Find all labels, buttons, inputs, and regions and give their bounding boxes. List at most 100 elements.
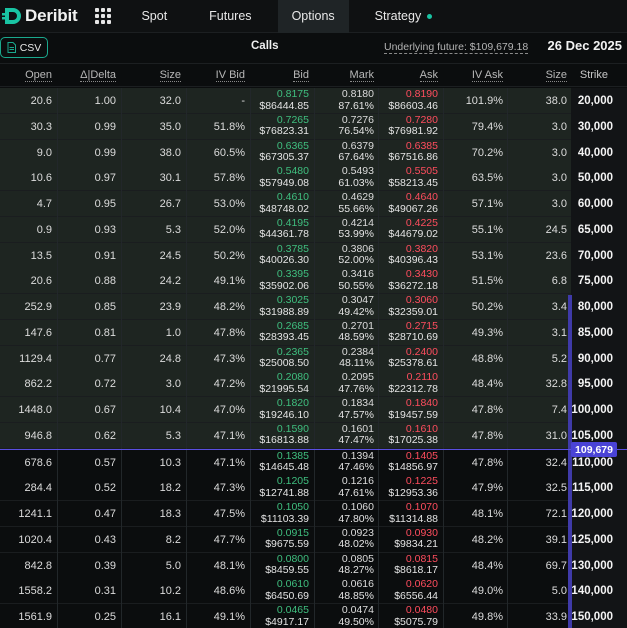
table-row[interactable]: 862.2 0.72 3.0 47.2% 0.2080 $21995.54 0.2095 47… <box>0 371 627 398</box>
bid-cell[interactable]: 0.1820 $19246.10 <box>259 397 309 421</box>
table-row[interactable]: 20.6 1.00 32.0 - 0.8175 $86444.85 0.8180 87.61%… <box>0 88 627 114</box>
bid-size[interactable]: 3.0 <box>165 378 181 391</box>
table-row[interactable]: 20.6 0.88 24.2 49.1% 0.3395 $35902.06 0.3416 50… <box>0 268 627 295</box>
ask-cell[interactable]: 0.8190 $86603.46 <box>388 88 438 112</box>
bid-size[interactable]: 24.2 <box>159 275 181 288</box>
strike-cell[interactable]: 40,000 <box>571 139 627 166</box>
ask-size[interactable]: 32.5 <box>545 482 567 495</box>
bid-cell[interactable]: 0.1050 $11103.39 <box>261 501 309 525</box>
table-row[interactable]: 1448.0 0.67 10.4 47.0% 0.1820 $19246.10 0.1834… <box>0 397 627 423</box>
bid-cell[interactable]: 0.3025 $31988.89 <box>259 294 309 318</box>
bid-cell[interactable]: 0.0915 $9675.59 <box>265 527 309 551</box>
bid-size[interactable]: 16.1 <box>159 611 181 623</box>
ask-size[interactable]: 5.2 <box>551 352 567 365</box>
ask-size[interactable]: 23.6 <box>545 249 567 262</box>
strike-cell[interactable]: 75,000 <box>571 268 627 295</box>
apps-grid-icon[interactable] <box>95 8 112 24</box>
bid-cell[interactable]: 0.1385 $14645.48 <box>259 450 309 474</box>
ask-size[interactable]: 5.0 <box>551 585 567 598</box>
ask-size[interactable]: 38.0 <box>545 95 567 107</box>
table-row[interactable]: 1561.9 0.25 16.1 49.1% 0.0465 $4917.17 0.0474 4… <box>0 604 627 628</box>
ask-cell[interactable]: 0.0815 $8618.17 <box>394 553 438 577</box>
ask-cell[interactable]: 0.6385 $67516.86 <box>388 140 438 164</box>
bid-size[interactable]: 24.5 <box>159 249 181 262</box>
table-row[interactable]: 678.6 0.57 10.3 47.1% 0.1385 $14645.48 0.1394 4… <box>0 449 627 476</box>
col-iv-bid[interactable]: IV Bid <box>215 69 245 82</box>
col-bid[interactable]: Bid <box>293 69 309 82</box>
ask-size[interactable]: 24.5 <box>545 223 567 236</box>
ask-size[interactable]: 3.0 <box>551 172 567 185</box>
strike-cell[interactable]: 30,000 <box>571 113 627 140</box>
deribit-logo[interactable]: Deribit <box>0 0 78 33</box>
table-row[interactable]: 13.5 0.91 24.5 50.2% 0.3785 $40026.30 0.3806 52… <box>0 242 627 269</box>
col-bid-size[interactable]: Size <box>159 69 181 82</box>
ask-cell[interactable]: 0.7280 $76981.92 <box>388 114 438 138</box>
ask-size[interactable]: 3.0 <box>551 146 567 159</box>
table-row[interactable]: 252.9 0.85 23.9 48.2% 0.3025 $31988.89 0.3047 4… <box>0 294 627 320</box>
ask-cell[interactable]: 0.0480 $5075.79 <box>394 604 438 628</box>
ask-cell[interactable]: 0.1840 $19457.59 <box>388 397 438 421</box>
table-row[interactable]: 1020.4 0.43 8.2 47.7% 0.0915 $9675.59 0.0923 48… <box>0 526 627 553</box>
table-row[interactable]: 284.4 0.52 18.2 47.3% 0.1205 $12741.88 0.1216 4… <box>0 475 627 502</box>
bid-cell[interactable]: 0.2365 $25008.50 <box>259 346 309 370</box>
bid-cell[interactable]: 0.7265 $76823.31 <box>259 114 309 138</box>
bid-cell[interactable]: 0.3785 $40026.30 <box>259 243 309 267</box>
ask-cell[interactable]: 0.3820 $40396.43 <box>388 243 438 267</box>
bid-cell[interactable]: 0.6365 $67305.37 <box>259 140 309 164</box>
ask-cell[interactable]: 0.2400 $25378.61 <box>388 346 438 370</box>
col-iv-ask[interactable]: IV Ask <box>471 69 503 82</box>
ask-cell[interactable]: 0.2715 $28710.69 <box>388 320 438 344</box>
csv-export-button[interactable]: CSV <box>0 37 48 58</box>
col-ask-size[interactable]: Size <box>545 69 567 82</box>
table-row[interactable]: 147.6 0.81 1.0 47.8% 0.2685 $28393.45 0.2701 48… <box>0 319 627 346</box>
strike-cell[interactable]: 120,000 <box>571 501 627 527</box>
bid-size[interactable]: 26.7 <box>159 198 181 210</box>
bid-cell[interactable]: 0.4195 $44361.78 <box>259 217 309 241</box>
ask-size[interactable]: 3.1 <box>551 326 567 339</box>
bid-cell[interactable]: 0.0610 $6450.69 <box>265 579 309 602</box>
table-row[interactable]: 946.8 0.62 5.3 47.1% 0.1590 $16813.88 0.1601 47… <box>0 422 627 449</box>
col-mark[interactable]: Mark <box>349 69 374 82</box>
bid-size[interactable]: 18.3 <box>159 508 181 520</box>
strike-cell[interactable]: 20,000 <box>571 88 627 114</box>
ask-size[interactable]: 7.4 <box>551 404 567 416</box>
bid-size[interactable]: 8.2 <box>165 533 181 546</box>
table-row[interactable]: 30.3 0.99 35.0 51.8% 0.7265 $76823.31 0.7276 76… <box>0 113 627 140</box>
bid-cell[interactable]: 0.0465 $4917.17 <box>265 604 309 628</box>
bid-size[interactable]: 23.9 <box>159 301 181 313</box>
ask-cell[interactable]: 0.1225 $12953.36 <box>388 476 438 499</box>
bid-size[interactable]: 5.3 <box>165 429 181 442</box>
col-delta[interactable]: Δ|Delta <box>80 69 116 82</box>
ask-cell[interactable]: 0.2110 $22312.78 <box>388 372 438 395</box>
strike-cell[interactable]: 100,000 <box>571 397 627 423</box>
strike-cell[interactable]: 65,000 <box>571 216 627 243</box>
expiry-date[interactable]: 26 Dec 2025 <box>547 38 622 53</box>
ask-size[interactable]: 32.8 <box>545 378 567 391</box>
strike-cell[interactable]: 50,000 <box>571 165 627 192</box>
ask-cell[interactable]: 0.1610 $17025.38 <box>388 423 438 447</box>
strike-cell[interactable]: 60,000 <box>571 191 627 217</box>
tab-options[interactable]: Options <box>277 0 349 33</box>
table-row[interactable]: 842.8 0.39 5.0 48.1% 0.0800 $8459.55 0.0805 48.… <box>0 552 627 579</box>
strike-cell[interactable]: 140,000 <box>571 578 627 605</box>
bid-size[interactable]: 5.3 <box>165 223 181 236</box>
strike-cell[interactable]: 125,000 <box>571 526 627 553</box>
table-row[interactable]: 9.0 0.99 38.0 60.5% 0.6365 $67305.37 0.6379 67.… <box>0 139 627 166</box>
bid-cell[interactable]: 0.2080 $21995.54 <box>259 372 309 395</box>
bid-size[interactable]: 10.4 <box>159 404 181 416</box>
bid-size[interactable]: 10.2 <box>159 585 181 598</box>
bid-cell[interactable]: 0.5480 $57949.08 <box>259 166 309 189</box>
ask-size[interactable]: 3.0 <box>551 198 567 210</box>
ask-cell[interactable]: 0.0930 $9834.21 <box>394 527 438 551</box>
bid-cell[interactable]: 0.3395 $35902.06 <box>259 269 309 292</box>
bid-size[interactable]: 38.0 <box>159 146 181 159</box>
underlying-future-price[interactable]: Underlying future: $109,679.18 <box>384 41 529 54</box>
bid-cell[interactable]: 0.1205 $12741.88 <box>259 476 309 499</box>
ask-size[interactable]: 3.4 <box>551 301 567 313</box>
tab-strategy[interactable]: Strategy <box>359 0 449 33</box>
strike-cell[interactable]: 80,000 <box>571 294 627 320</box>
bid-size[interactable]: 5.0 <box>165 559 181 572</box>
strike-cell[interactable]: 85,000 <box>571 319 627 346</box>
ask-size[interactable]: 39.1 <box>545 533 567 546</box>
bid-size[interactable]: 30.1 <box>159 172 181 185</box>
